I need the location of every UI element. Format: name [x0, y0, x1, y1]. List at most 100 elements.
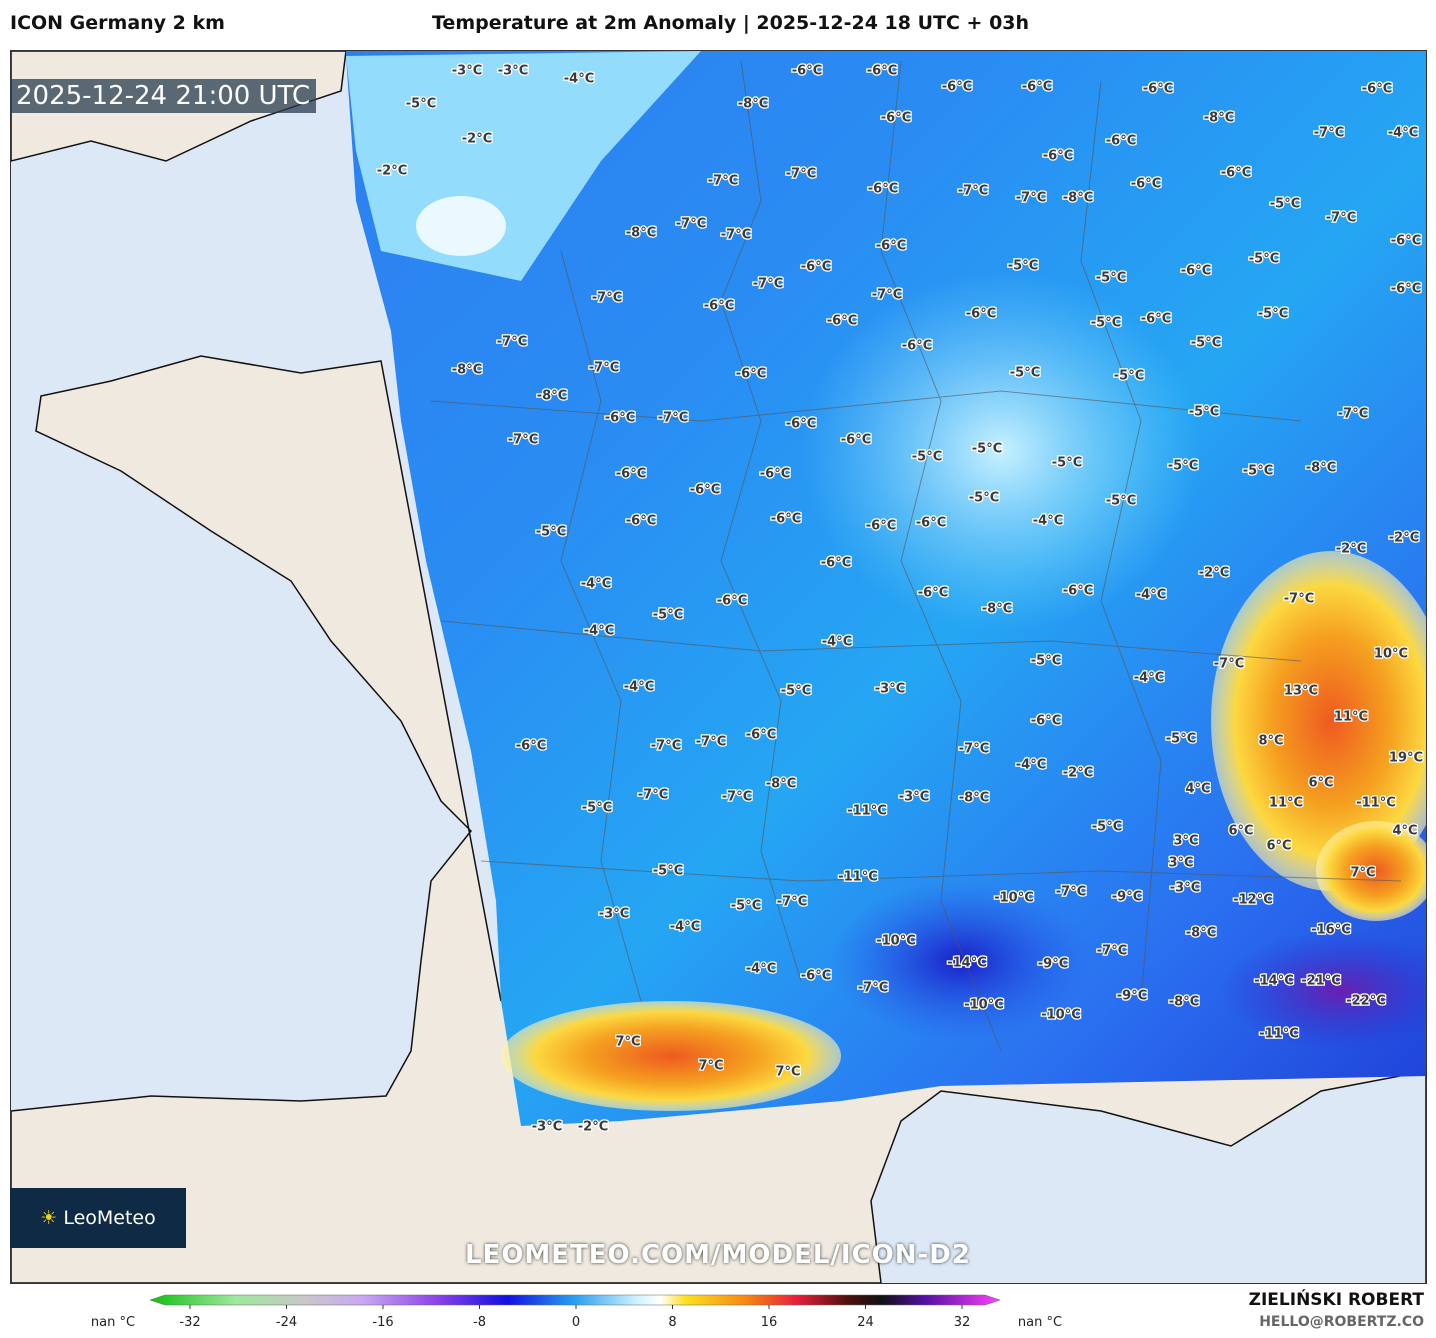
- temperature-label: -3°C: [875, 682, 905, 697]
- temperature-label: -6°C: [827, 314, 857, 329]
- temperature-label: -5°C: [1258, 307, 1288, 322]
- temperature-label: -3°C: [1170, 881, 1200, 896]
- temperature-label: -7°C: [1214, 657, 1244, 672]
- temperature-label: -6°C: [1106, 134, 1136, 149]
- temperature-label: -3°C: [599, 907, 629, 922]
- colorbar-ramp: [149, 1294, 1001, 1306]
- temperature-label: -7°C: [722, 790, 752, 805]
- temperature-label: -6°C: [902, 339, 932, 354]
- temperature-label: 4°C: [1185, 782, 1210, 797]
- temperature-label: -5°C: [536, 525, 566, 540]
- warm-area-east: [1316, 821, 1426, 921]
- temperature-label: -16°C: [1311, 923, 1351, 938]
- temperature-label: -7°C: [1016, 191, 1046, 206]
- temperature-label: -10°C: [964, 998, 1004, 1013]
- temperature-label: -2°C: [578, 1120, 608, 1135]
- colorbar-tick-label: 16: [761, 1315, 778, 1330]
- temperature-label: -7°C: [1097, 944, 1127, 959]
- temperature-label: -6°C: [1141, 312, 1171, 327]
- temperature-label: -10°C: [876, 934, 916, 949]
- temperature-label: -7°C: [858, 981, 888, 996]
- temperature-label: -5°C: [653, 864, 683, 879]
- temperature-label: -10°C: [994, 891, 1034, 906]
- temperature-label: -5°C: [1052, 456, 1082, 471]
- colorbar-tick-label: 24: [857, 1315, 874, 1330]
- temperature-label: -6°C: [1181, 264, 1211, 279]
- temperature-label: -4°C: [746, 962, 776, 977]
- temperature-label: -5°C: [1031, 654, 1061, 669]
- temperature-label: -5°C: [1114, 369, 1144, 384]
- temperature-label: -8°C: [626, 226, 656, 241]
- temperature-label: -5°C: [1096, 271, 1126, 286]
- model-name: ICON Germany 2 km: [10, 12, 225, 34]
- temperature-label: -6°C: [916, 516, 946, 531]
- temperature-label: -6°C: [1143, 82, 1173, 97]
- temperature-label: -8°C: [738, 97, 768, 112]
- temperature-label: -6°C: [841, 433, 871, 448]
- temperature-label: -5°C: [1168, 459, 1198, 474]
- warm-area-pyrenees: [501, 1001, 841, 1111]
- temperature-label: -5°C: [972, 442, 1002, 457]
- temperature-label: -7°C: [959, 742, 989, 757]
- temperature-label: -11°C: [847, 804, 887, 819]
- temperature-label: -6°C: [966, 307, 996, 322]
- colorbar-tick-label: 32: [954, 1315, 971, 1330]
- logo: ☀ LeoMeteo: [10, 1188, 186, 1248]
- temperature-label: -4°C: [822, 635, 852, 650]
- temperature-label: 6°C: [1266, 839, 1291, 854]
- light-area: [801, 271, 1201, 631]
- temperature-label: -8°C: [1204, 111, 1234, 126]
- colorbar: nan °C nan °C -32 -24 -16 -8 0 8 16 24 32: [91, 1294, 1062, 1330]
- temperature-label: -7°C: [777, 895, 807, 910]
- title: Temperature at 2m Anomaly | 2025-12-24 1…: [432, 12, 1030, 34]
- temperature-label: -8°C: [452, 363, 482, 378]
- temperature-label: -7°C: [651, 739, 681, 754]
- temperature-label: -11°C: [1259, 1027, 1299, 1042]
- temperature-label: -8°C: [766, 777, 796, 792]
- temperature-label: -5°C: [969, 491, 999, 506]
- temperature-label: -5°C: [1091, 316, 1121, 331]
- temperature-label: 11°C: [1269, 796, 1303, 811]
- email: HELLO@ROBERTZ.CO: [1259, 1314, 1424, 1330]
- temperature-label: -12°C: [1233, 893, 1273, 908]
- temperature-label: -3°C: [452, 64, 482, 79]
- temperature-label: -4°C: [1016, 758, 1046, 773]
- temperature-label: -7°C: [1056, 885, 1086, 900]
- temperature-label: -9°C: [1112, 890, 1142, 905]
- logo-sun: ☀: [40, 1207, 58, 1229]
- temperature-label: -5°C: [1008, 259, 1038, 274]
- temperature-label: -8°C: [1063, 191, 1093, 206]
- temperature-label: -6°C: [792, 64, 822, 79]
- colorbar-tick-label: -8: [473, 1315, 486, 1330]
- temperature-label: -4°C: [584, 624, 614, 639]
- temperature-label: -6°C: [868, 182, 898, 197]
- temperature-label: -7°C: [786, 167, 816, 182]
- temperature-label: -7°C: [721, 228, 751, 243]
- temperature-label: -7°C: [1314, 126, 1344, 141]
- temperature-label: -6°C: [1362, 82, 1392, 97]
- temperature-label: -6°C: [881, 111, 911, 126]
- map: -3°C -3°C -4°C -5°C -2°C -2°C -6°C -6°C -6°C -6°C…: [10, 50, 1427, 1284]
- temperature-label: -5°C: [1249, 252, 1279, 267]
- temperature-label: -6°C: [866, 519, 896, 534]
- temperature-label: -8°C: [959, 791, 989, 806]
- temperature-label: -22°C: [1346, 994, 1386, 1009]
- temperature-label: -8°C: [982, 602, 1012, 617]
- temperature-label: -5°C: [582, 801, 612, 816]
- temperature-label: -6°C: [1022, 80, 1052, 95]
- temperature-label: 6°C: [1228, 824, 1253, 839]
- temperature-label: -4°C: [581, 577, 611, 592]
- temperature-label: -7°C: [753, 277, 783, 292]
- temperature-label: -7°C: [1326, 211, 1356, 226]
- temperature-label: -14°C: [1254, 974, 1294, 989]
- temperature-label: -6°C: [1391, 234, 1421, 249]
- temperature-label: -6°C: [786, 417, 816, 432]
- temperature-label: -5°C: [1092, 820, 1122, 835]
- temperature-label: -7°C: [708, 174, 738, 189]
- temperature-label: -6°C: [1131, 177, 1161, 192]
- temperature-label: -3°C: [498, 64, 528, 79]
- temperature-label: -5°C: [1189, 405, 1219, 420]
- temperature-label: -7°C: [508, 433, 538, 448]
- temperature-label: -11°C: [1356, 796, 1396, 811]
- logo-text: LeoMeteo: [63, 1207, 156, 1229]
